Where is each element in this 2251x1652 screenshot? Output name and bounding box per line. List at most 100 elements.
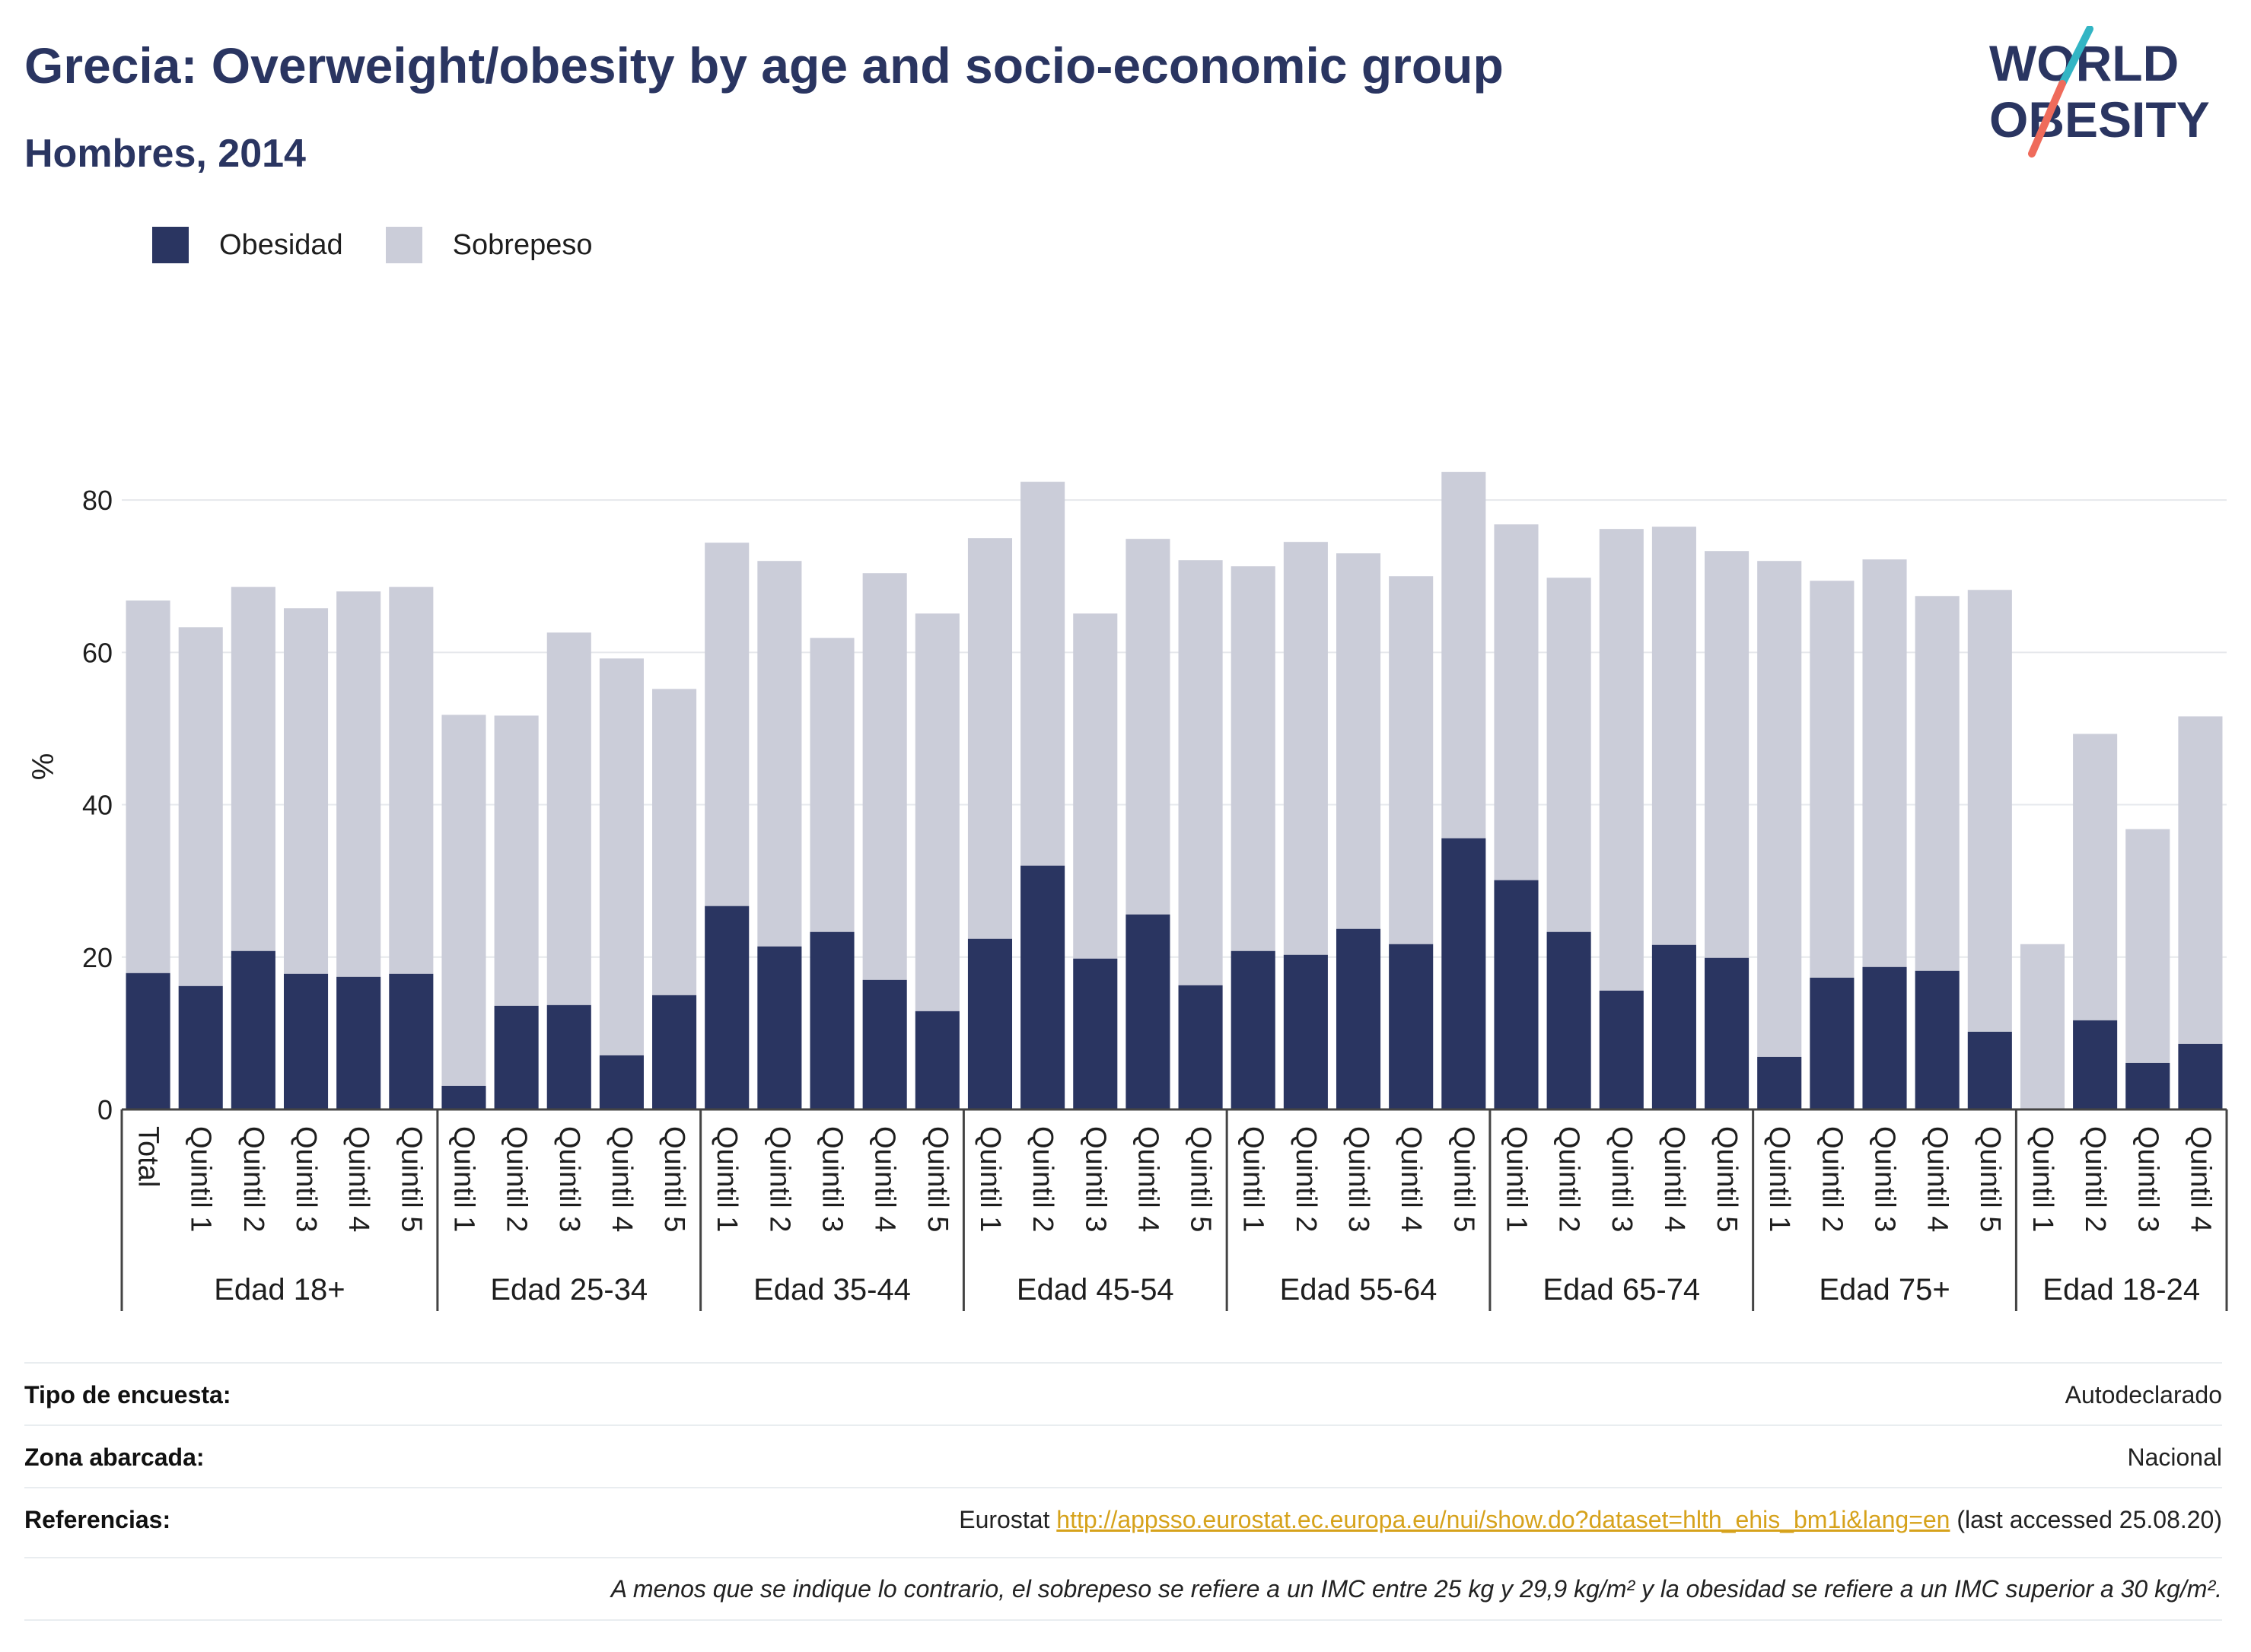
x-tick-label: Quintil 3 [2132,1126,2163,1232]
bar-sobrepeso [1546,578,1591,932]
reference-source: Eurostat [959,1505,1057,1533]
bar-sobrepeso [757,561,802,947]
bar-sobrepeso [1441,472,1486,839]
bar-sobrepeso [1336,553,1381,929]
x-tick-label: Quintil 5 [1711,1126,1743,1232]
bar-sobrepeso [810,638,855,932]
bar-sobrepeso [705,543,750,906]
reference-accessed: (last accessed 25.08.20) [1950,1505,2222,1533]
bar-sobrepeso [967,538,1013,939]
x-tick-label: Quintil 3 [1079,1126,1111,1232]
bar-obesidad [1389,944,1434,1109]
x-tick-label: Quintil 1 [711,1126,743,1232]
bar-sobrepeso [283,608,329,974]
x-tick-label: Quintil 3 [553,1126,585,1232]
y-tick-label: 60 [82,637,113,668]
world-obesity-logo: WORLD OBESITY [1989,26,2210,158]
bar-obesidad [1336,928,1381,1109]
survey-type-value: Autodeclarado [2065,1380,2222,1408]
bar-obesidad [336,976,381,1109]
x-tick-label: Quintil 4 [1658,1126,1690,1232]
bar-sobrepeso [2125,829,2170,1063]
legend-swatch-sobrepeso [385,227,422,263]
bar-sobrepeso [1126,539,1170,915]
legend-item-obesidad[interactable]: Obesidad [152,227,343,263]
bar-obesidad [1441,838,1486,1109]
logo-slash-coral [2028,80,2066,158]
bar-sobrepeso [389,587,434,974]
bar-obesidad [283,973,329,1109]
group-label: Edad 45-54 [1017,1273,1174,1307]
bar-obesidad [1810,977,1855,1109]
bar-sobrepeso [1389,576,1434,944]
bar-sobrepeso [1073,613,1118,959]
bar-obesidad [599,1055,644,1109]
x-tick-label: Quintil 2 [1027,1126,1059,1232]
bar-obesidad [1705,957,1750,1109]
bar-sobrepeso [441,715,486,1086]
group-label: Edad 75+ [1819,1273,1950,1307]
bar-obesidad [494,1005,539,1109]
bar-sobrepeso [2178,716,2223,1044]
x-tick-label: Quintil 1 [447,1126,479,1232]
group-label: Edad 35-44 [753,1273,911,1307]
group-label: Edad 65-74 [1543,1273,1700,1307]
x-tick-label: Quintil 4 [2184,1126,2216,1232]
x-tick-label: Quintil 3 [1869,1126,1901,1232]
footer-row-coverage: Zona abarcada: Nacional [24,1424,2222,1488]
bar-sobrepeso [126,600,170,973]
group-label: Edad 18-24 [2042,1273,2200,1307]
x-tick-label: Quintil 5 [922,1126,954,1232]
bar-sobrepeso [1599,529,1644,991]
bar-sobrepeso [2020,944,2065,1109]
bar-obesidad [1915,970,1960,1109]
chart-title: Grecia: Overweight/obesity by age and so… [24,37,1504,94]
legend-label-sobrepeso: Sobrepeso [452,228,593,261]
x-tick-label: Quintil 3 [290,1126,322,1232]
x-tick-label: Quintil 2 [501,1126,533,1232]
bar-obesidad [2178,1043,2223,1109]
bar-sobrepeso [336,591,381,977]
coverage-value: Nacional [2127,1443,2222,1471]
bar-obesidad [546,1004,591,1109]
reference-link[interactable]: http://appsso.eurostat.ec.europa.eu/nui/… [1056,1505,1950,1533]
bar-obesidad [126,972,170,1109]
bar-sobrepeso [1915,596,1960,971]
y-axis-label: % [27,753,60,781]
logo-slash-teal [2058,26,2093,88]
bar-obesidad [1020,865,1065,1109]
bar-sobrepeso [1283,542,1328,955]
survey-type-label: Tipo de encuesta: [24,1380,231,1408]
x-tick-label: Quintil 4 [606,1126,638,1232]
bar-sobrepeso [178,627,223,986]
x-tick-label: Quintil 2 [763,1126,795,1232]
x-tick-label: Quintil 1 [1500,1126,1532,1232]
chart-subtitle: Hombres, 2014 [24,132,306,176]
definition-note: A menos que se indique lo contrario, el … [24,1557,2222,1621]
x-tick-label: Quintil 1 [2027,1126,2058,1232]
x-tick-label: Quintil 4 [869,1126,901,1232]
bar-obesidad [1283,954,1328,1109]
bar-obesidad [2125,1062,2170,1109]
bar-obesidad [1651,944,1696,1109]
x-tick-label: Quintil 5 [1447,1126,1479,1232]
bar-sobrepeso [652,689,697,995]
bar-obesidad [2073,1020,2118,1109]
x-tick-label: Quintil 1 [974,1126,1006,1232]
legend-item-sobrepeso[interactable]: Sobrepeso [385,227,593,263]
bar-sobrepeso [1757,561,1802,1057]
bar-obesidad [652,995,697,1109]
x-tick-label: Quintil 4 [342,1126,374,1232]
bar-sobrepeso [1651,527,1696,945]
x-tick-label: Quintil 3 [817,1126,849,1232]
y-tick-label: 80 [82,485,113,516]
x-tick-label: Quintil 2 [2079,1126,2111,1232]
bar-obesidad [757,946,802,1109]
footer-row-references: Referencias: Eurostat http://appsso.euro… [24,1487,2222,1551]
bar-obesidad [810,931,855,1109]
legend-label-obesidad: Obesidad [219,228,343,261]
x-tick-label: Quintil 4 [1921,1126,1953,1232]
y-tick-label: 0 [97,1094,113,1125]
bar-sobrepeso [915,613,960,1011]
bar-obesidad [1126,914,1170,1109]
